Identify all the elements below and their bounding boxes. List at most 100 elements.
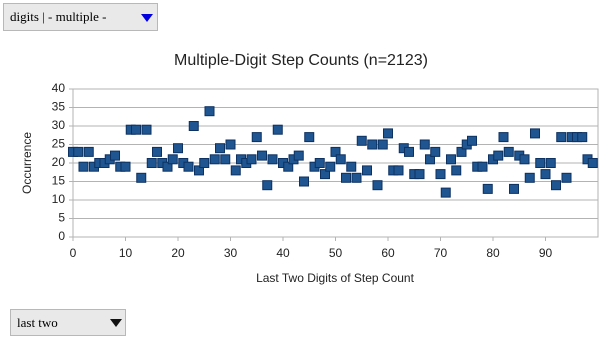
y-axis-label: Occurrence [20, 132, 34, 194]
point [73, 146, 84, 157]
point [341, 172, 351, 183]
point [377, 139, 388, 150]
point [545, 158, 556, 168]
chart-title: Multiple-Digit Step Counts (n=2123) [174, 52, 428, 69]
point [414, 169, 425, 180]
point [587, 158, 598, 168]
point [446, 154, 456, 165]
point [299, 176, 309, 187]
point [524, 172, 535, 183]
point [194, 165, 204, 176]
point [220, 154, 231, 165]
y-tick-label: 5 [58, 211, 65, 225]
y-tick-label: 0 [58, 229, 65, 243]
point [325, 161, 336, 172]
point [482, 183, 493, 194]
point [83, 146, 94, 157]
y-tick-label: 30 [52, 118, 66, 132]
point [435, 169, 446, 180]
point [199, 158, 210, 168]
point [440, 187, 451, 198]
point [225, 139, 236, 150]
point [540, 169, 551, 180]
point [404, 146, 414, 157]
point [477, 161, 488, 172]
point [503, 146, 514, 157]
point [367, 139, 378, 150]
point [509, 183, 519, 194]
x-axis-label: Last Two Digits of Step Count [256, 271, 415, 285]
dropdown[interactable]: digits | - multiple - [3, 3, 158, 31]
point [272, 124, 283, 135]
x-tick-label: 10 [119, 246, 133, 260]
x-tick-label: 70 [434, 246, 448, 260]
point [362, 165, 372, 176]
y-tick-label: 40 [52, 81, 66, 95]
point [383, 128, 393, 139]
point [372, 180, 383, 191]
point [204, 106, 215, 117]
point [209, 154, 220, 165]
point [136, 172, 147, 183]
point [393, 165, 404, 176]
point [577, 132, 588, 143]
point [293, 150, 304, 161]
point [167, 154, 178, 165]
point [314, 158, 325, 168]
point [351, 172, 362, 183]
point [257, 150, 267, 161]
y-tick-label: 20 [52, 155, 66, 169]
point [335, 154, 346, 165]
point [498, 132, 509, 143]
x-tick-label: 0 [70, 246, 77, 260]
dropdown[interactable]: last two [10, 309, 126, 336]
point [246, 154, 257, 165]
point [419, 139, 430, 150]
point [78, 161, 89, 172]
point [162, 161, 173, 172]
point [251, 132, 262, 143]
point [356, 135, 367, 146]
x-tick-label: 50 [329, 246, 343, 260]
point [451, 165, 462, 176]
point [561, 172, 572, 183]
point [535, 158, 546, 168]
point [146, 158, 157, 168]
point [173, 143, 183, 154]
x-tick-label: 20 [171, 246, 185, 260]
point [330, 146, 341, 157]
x-tick-label: 90 [539, 246, 553, 260]
point [141, 124, 152, 135]
point [267, 154, 278, 165]
point [467, 135, 477, 146]
point [519, 154, 530, 165]
point [346, 161, 357, 172]
point [215, 143, 225, 154]
x-tick-label: 40 [276, 246, 290, 260]
plot-frame [72, 88, 599, 238]
point [430, 146, 441, 157]
dropdown-arrow [141, 14, 153, 22]
y-tick-label: 10 [52, 192, 66, 206]
point [493, 150, 504, 161]
point [110, 150, 120, 161]
point [283, 161, 294, 172]
point [131, 124, 141, 135]
y-tick-label: 25 [52, 137, 66, 151]
x-tick-label: 30 [224, 246, 238, 260]
point [425, 154, 435, 165]
point [120, 161, 131, 172]
y-tick-label: 15 [52, 174, 66, 188]
x-tick-label: 80 [486, 246, 500, 260]
point [320, 169, 330, 180]
point [152, 146, 162, 157]
y-tick-label: 35 [52, 100, 66, 114]
point [551, 180, 561, 191]
point [304, 132, 315, 143]
point [183, 161, 194, 172]
dropdown-label: last two [17, 314, 58, 330]
point [530, 128, 540, 139]
dropdown-label: digits | - multiple - [10, 9, 107, 24]
point [188, 121, 199, 131]
